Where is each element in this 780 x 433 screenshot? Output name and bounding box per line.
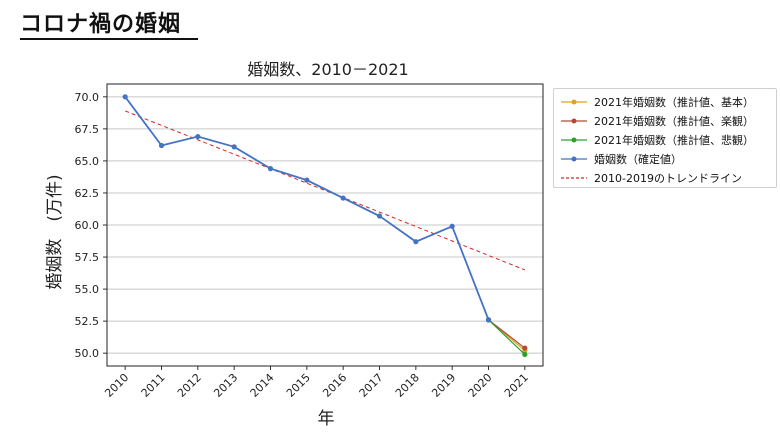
x-tick-label: 2020 [466, 371, 495, 400]
series-line [124, 110, 526, 271]
data-point [122, 94, 128, 100]
x-tick-label: 2010 [102, 371, 131, 400]
x-tick-label: 2018 [393, 371, 422, 400]
series-line [124, 96, 490, 321]
legend-item: 2021年婚姻数（推計値、悲観） [560, 131, 754, 149]
title-underline [20, 38, 198, 40]
x-tick-label: 2017 [357, 371, 386, 400]
y-tick-label: 52.5 [75, 315, 100, 328]
x-tick-label: 2016 [320, 371, 349, 400]
x-axis-label: 年 [318, 409, 335, 429]
chart-title: 婚姻数、2010－2021 [247, 60, 408, 79]
y-tick-label: 50.0 [75, 347, 100, 360]
legend-label: 2010-2019のトレンドライン [594, 172, 742, 185]
data-point [449, 223, 455, 229]
x-tick-label: 2014 [248, 371, 277, 400]
legend-item: 2021年婚姻数（推計値、基本） [560, 93, 754, 111]
plot-frame [106, 83, 544, 367]
series-line [488, 319, 526, 349]
y-tick-label: 55.0 [75, 283, 100, 296]
legend-item: 婚姻数（確定値） [560, 150, 682, 168]
y-tick-label: 60.0 [75, 219, 100, 232]
y-tick-label: 65.0 [75, 155, 100, 168]
legend: 2021年婚姻数（推計値、基本） 2021年婚姻数（推計値、楽観） 2021年婚姻数… [553, 88, 777, 188]
legend-label: 2021年婚姻数（推計値、悲観） [594, 134, 754, 147]
legend-label: 2021年婚姻数（推計値、楽観） [594, 115, 754, 128]
data-point [267, 166, 274, 172]
x-tick-label: 2012 [175, 371, 204, 400]
data-point [195, 133, 201, 140]
data-point [485, 317, 492, 323]
y-tick-label: 62.5 [75, 187, 100, 200]
data-point [340, 195, 346, 201]
y-axis-label: 婚姻数 (万件) [45, 174, 65, 289]
legend-swatch [561, 118, 587, 124]
y-tick-label: 57.5 [75, 251, 100, 264]
legend-item: 2010-2019のトレンドライン [560, 169, 742, 187]
legend-swatch [561, 177, 587, 179]
x-tick-label: 2021 [502, 371, 531, 400]
y-tick-label: 70.0 [75, 91, 100, 104]
legend-swatch [561, 99, 587, 105]
x-tick-label: 2019 [429, 371, 458, 400]
data-point [158, 142, 165, 149]
legend-swatch [561, 137, 587, 143]
series-line [488, 319, 526, 355]
slide-title: コロナ禍の婚姻 [20, 12, 182, 37]
data-point [413, 239, 419, 245]
x-tick-label: 2011 [139, 371, 168, 400]
data-point [522, 345, 528, 351]
legend-swatch [561, 156, 587, 162]
x-tick-label: 2015 [284, 371, 313, 400]
x-tick-label: 2013 [211, 371, 240, 400]
data-point [522, 351, 528, 358]
data-point [304, 177, 310, 183]
data-point [231, 144, 237, 150]
y-tick-label: 67.5 [75, 123, 100, 136]
data-point [376, 213, 383, 219]
legend-label: 婚姻数（確定値） [594, 153, 682, 166]
legend-item: 2021年婚姻数（推計値、楽観） [560, 112, 754, 130]
legend-label: 2021年婚姻数（推計値、基本） [594, 96, 754, 109]
